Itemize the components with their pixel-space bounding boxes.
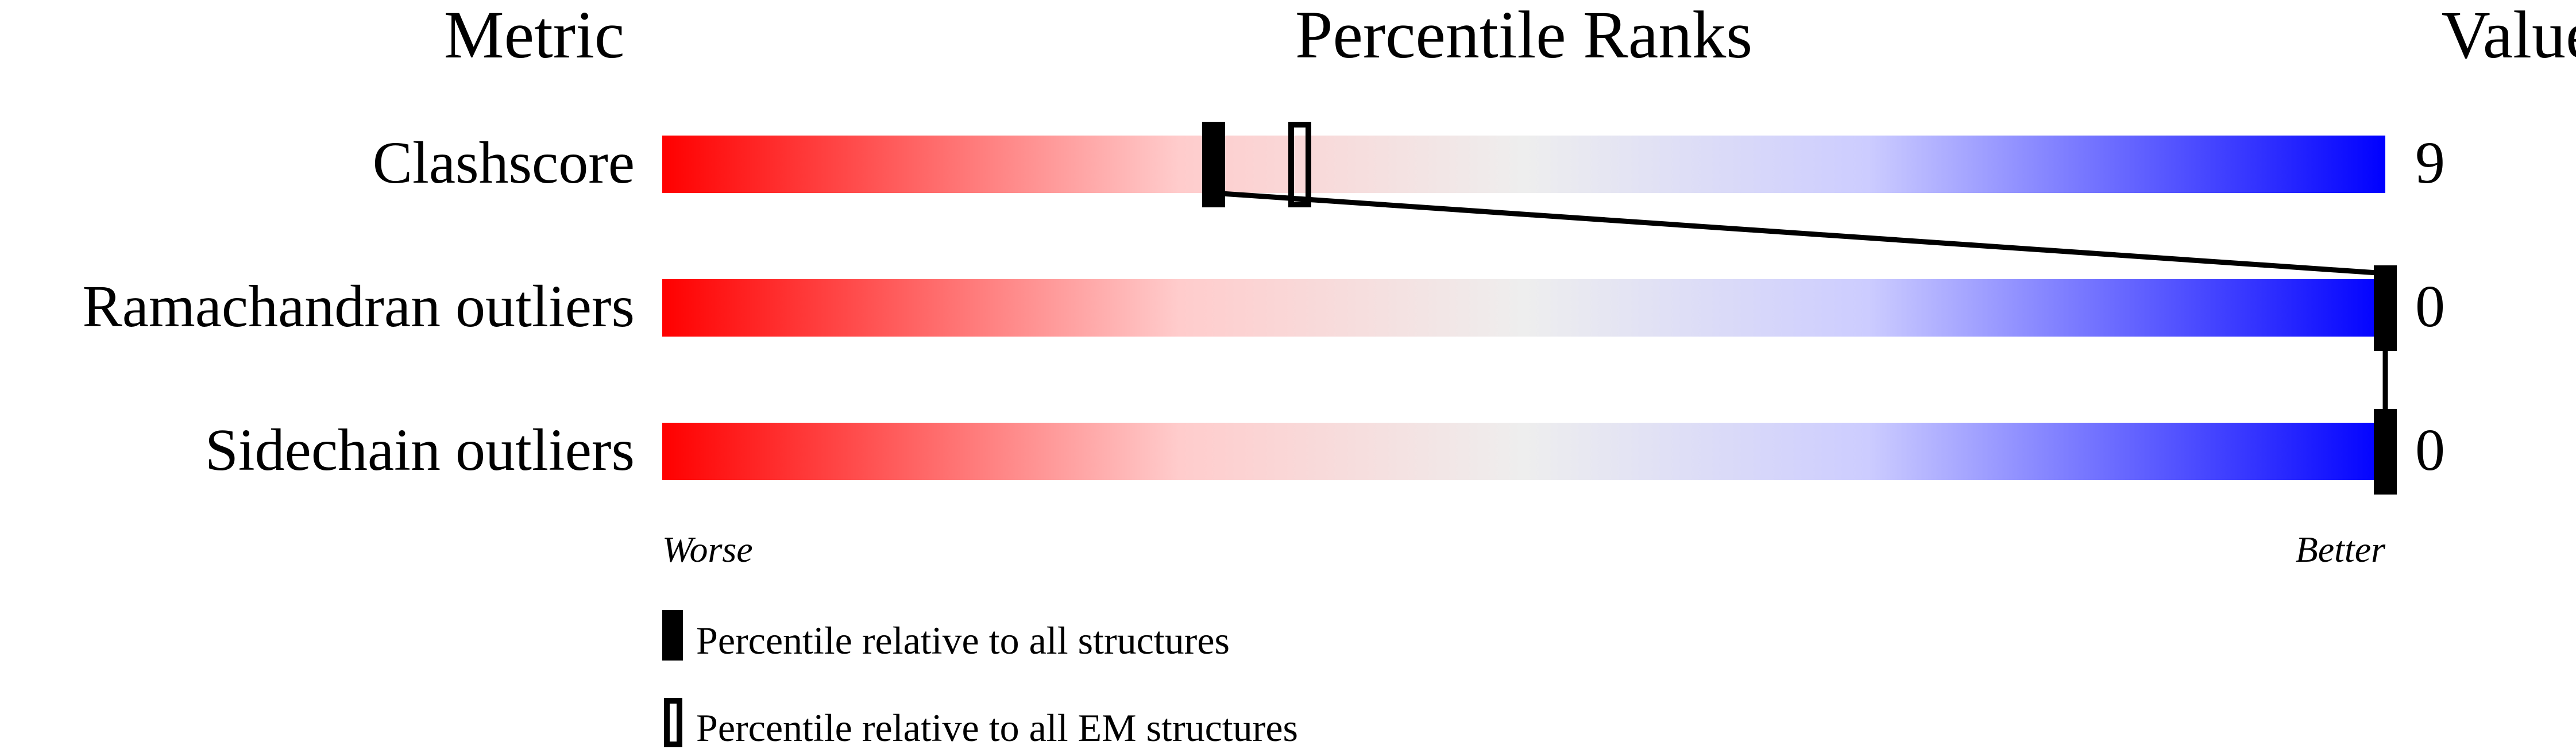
legend-em-marker — [664, 698, 682, 747]
all-percentile-marker — [2374, 265, 2397, 351]
metric-label: Sidechain outliers — [205, 417, 635, 483]
metric-value: 0 — [2415, 273, 2445, 339]
metric-label: Clashscore — [373, 130, 635, 196]
header-value: Value — [2442, 0, 2576, 72]
legend-all-marker — [662, 610, 683, 661]
percentile-bar — [662, 136, 2385, 193]
metric-label: Ramachandran outliers — [82, 273, 635, 339]
legend-all-label: Percentile relative to all structures — [696, 619, 1230, 662]
axis-label-better: Better — [2296, 529, 2386, 570]
percentile-bar — [662, 279, 2385, 337]
header-metric: Metric — [444, 0, 625, 72]
metric-value: 9 — [2415, 130, 2445, 196]
em-percentile-marker — [1288, 122, 1311, 207]
header-percentile-ranks: Percentile Ranks — [1295, 0, 1752, 72]
percentile-bar — [662, 423, 2385, 480]
percentile-connector-line — [1213, 190, 2386, 276]
legend-em-label: Percentile relative to all EM structures — [696, 706, 1298, 750]
metric-value: 0 — [2415, 417, 2445, 483]
axis-label-worse: Worse — [662, 529, 753, 570]
all-percentile-marker — [1202, 122, 1225, 207]
all-percentile-marker — [2374, 409, 2397, 495]
